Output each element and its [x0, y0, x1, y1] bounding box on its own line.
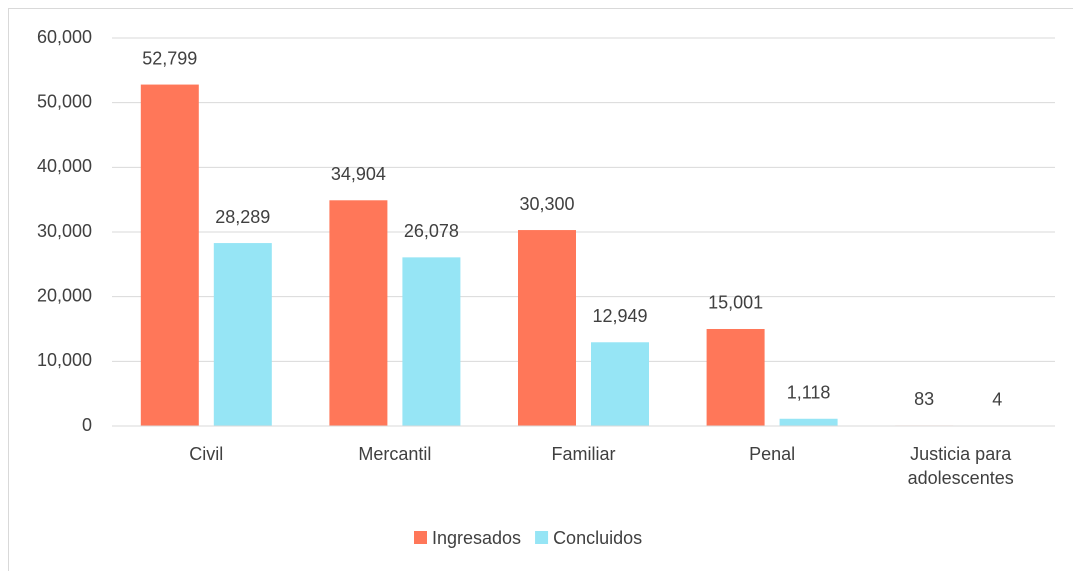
bar: [591, 342, 649, 426]
data-label: 4: [992, 390, 1002, 410]
bar: [402, 257, 461, 426]
data-label: 34,904: [331, 164, 386, 184]
bar: [140, 84, 199, 426]
legend-label: Concluidos: [553, 528, 642, 548]
x-tick-label: Penal: [749, 444, 796, 464]
legend-label: Ingresados: [432, 528, 521, 548]
legend-swatch: [414, 531, 427, 544]
data-label: 12,949: [592, 306, 647, 326]
x-tick-label: Mercantil: [358, 444, 432, 464]
data-label: 28,289: [215, 207, 270, 227]
y-tick-label: 30,000: [37, 221, 92, 241]
y-tick-label: 40,000: [37, 156, 92, 176]
data-label: 83: [914, 389, 934, 409]
chart-border: [8, 8, 1073, 571]
y-tick-label: 50,000: [37, 91, 92, 111]
bar: [213, 243, 272, 426]
data-label: 52,799: [142, 48, 197, 68]
y-tick-label: 20,000: [37, 285, 92, 305]
data-label: 26,078: [404, 221, 459, 241]
y-tick-label: 0: [82, 415, 92, 435]
x-tick-label: Familiar: [551, 444, 616, 464]
y-tick-label: 10,000: [37, 350, 92, 370]
legend-swatch: [535, 531, 549, 544]
data-label: 1,118: [787, 383, 831, 403]
x-tick-label: Civil: [189, 444, 224, 464]
bar: [706, 328, 765, 426]
data-label: 15,001: [708, 293, 763, 313]
bar: [329, 200, 388, 426]
bar: [779, 418, 838, 426]
data-label: 30,300: [519, 194, 574, 214]
x-tick-label: Justicia para adolescentes: [907, 444, 1014, 488]
bar: [518, 230, 576, 426]
y-tick-label: 60,000: [37, 27, 92, 47]
